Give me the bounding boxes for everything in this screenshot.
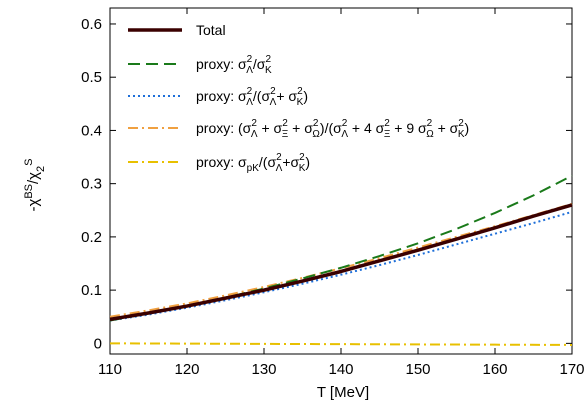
legend-label-part: 2 bbox=[458, 118, 464, 129]
series-line-4 bbox=[109, 342, 573, 346]
x-tick-label: 130 bbox=[251, 361, 276, 378]
legend-label-part: Ω bbox=[312, 129, 320, 140]
y-label-sup-bs: BS bbox=[23, 184, 35, 199]
legend-label-part: 2 bbox=[282, 118, 288, 129]
legend-label-part: + 9 σ bbox=[390, 120, 427, 136]
legend-label-part: 2 bbox=[247, 54, 253, 65]
legend-label-part: + 4 σ bbox=[348, 120, 385, 136]
legend-label-part: + σ bbox=[288, 120, 313, 136]
legend-label-part: K bbox=[299, 163, 306, 174]
legend-label-part: pK bbox=[247, 163, 260, 174]
legend-label-part: Ξ bbox=[384, 129, 391, 140]
y-tick-label: 0 bbox=[94, 335, 102, 352]
y-label-sup-s: S bbox=[23, 158, 35, 165]
y-tick-label: 0.4 bbox=[81, 122, 102, 139]
legend-label-part: 2 bbox=[276, 152, 282, 163]
legend-label-part: Λ bbox=[251, 129, 258, 140]
legend-label: proxy: σpK/(σ2 Λ+σ2 K) bbox=[196, 152, 310, 174]
series-line-0 bbox=[109, 203, 573, 322]
legend-label-part: 2 bbox=[251, 118, 257, 129]
plot-frame bbox=[109, 7, 573, 355]
y-tick-label: 0.3 bbox=[81, 176, 102, 193]
legend-label-part: 2 bbox=[384, 118, 390, 129]
legend-label-part: 2 bbox=[297, 86, 303, 97]
y-label-chi: -χ bbox=[25, 199, 42, 212]
x-tick-label: 110 bbox=[98, 361, 122, 378]
legend-label-part: +σ bbox=[282, 154, 299, 170]
legend-label-part: Λ bbox=[341, 129, 348, 140]
series-layer bbox=[109, 174, 573, 346]
legend-label-part: Total bbox=[196, 22, 226, 38]
legend-label-part: Ω bbox=[426, 129, 434, 140]
axis-ticks: 110 120 130 140 150 160 170 0 0.1 0.2 0.3 0.4 0.5 0.6 bbox=[81, 8, 585, 378]
legend-label: proxy: σ2 Λ/σ2 K bbox=[196, 54, 272, 76]
plot-border bbox=[109, 7, 573, 355]
legend-label-part: proxy: (σ bbox=[196, 120, 252, 136]
legend-label-part: proxy: σ bbox=[196, 154, 247, 170]
legend-label-part: /σ bbox=[253, 56, 266, 72]
legend-label: proxy: (σ2 Λ + σ2 Ξ + σ2 Ω)/(σ2 Λ + 4 σ2 Ξ + … bbox=[196, 118, 469, 140]
legend-label-part: Λ bbox=[276, 163, 283, 174]
legend-label-part: Λ bbox=[246, 97, 253, 108]
x-axis-label: T [MeV] bbox=[317, 384, 369, 401]
series-line-1 bbox=[109, 174, 573, 322]
x-tick-label: 120 bbox=[174, 361, 199, 378]
legend-label-part: Λ bbox=[270, 97, 277, 108]
x-tick-label: 160 bbox=[482, 361, 507, 378]
legend-label-part: ) bbox=[303, 88, 308, 104]
legend-label-part: K bbox=[265, 65, 272, 76]
x-tick-label: 140 bbox=[328, 361, 353, 378]
legend-label: proxy: σ2 Λ/(σ2 Λ+ σ2 K) bbox=[196, 86, 308, 108]
x-tick-label: 170 bbox=[559, 361, 584, 378]
y-label-over-chi: /χ bbox=[25, 172, 42, 184]
y-tick-label: 0.6 bbox=[81, 16, 102, 33]
y-tick-label: 0.1 bbox=[81, 282, 102, 299]
legend-label-part: ) bbox=[305, 154, 310, 170]
legend-label-part: 2 bbox=[265, 54, 271, 65]
legend-label-part: Ξ bbox=[282, 129, 289, 140]
legend-label-part: + σ bbox=[434, 120, 459, 136]
y-tick-label: 0.5 bbox=[81, 69, 102, 86]
series-line-3 bbox=[109, 202, 573, 318]
legend-label-part: K bbox=[458, 129, 465, 140]
series-line-2 bbox=[109, 210, 573, 322]
legend-label-part: proxy: σ bbox=[196, 56, 247, 72]
legend-label-part: 2 bbox=[427, 118, 433, 129]
legend-label-part: 2 bbox=[247, 86, 253, 97]
y-axis-label: -χBS/χ2S bbox=[23, 158, 47, 211]
legend-label-part: 2 bbox=[270, 86, 276, 97]
legend-label-part: /(σ bbox=[253, 88, 271, 104]
legend-label: Total bbox=[196, 22, 226, 38]
y-label-sub-2: 2 bbox=[35, 166, 47, 172]
legend-label-part: + σ bbox=[276, 88, 297, 104]
legend-label-part: proxy: σ bbox=[196, 88, 247, 104]
legend-label-part: Λ bbox=[246, 65, 253, 76]
legend-label-part: K bbox=[297, 97, 304, 108]
legend-label-part: 2 bbox=[299, 152, 305, 163]
legend-label-part: ) bbox=[465, 120, 470, 136]
y-tick-label: 0.2 bbox=[81, 229, 102, 246]
legend-label-part: 2 bbox=[342, 118, 348, 129]
legend-label-part: + σ bbox=[258, 120, 283, 136]
legend-label-part: )/(σ bbox=[320, 120, 342, 136]
legend-label-part: /(σ bbox=[259, 154, 277, 170]
legend-label-part: 2 bbox=[313, 118, 319, 129]
x-tick-label: 150 bbox=[405, 361, 430, 378]
